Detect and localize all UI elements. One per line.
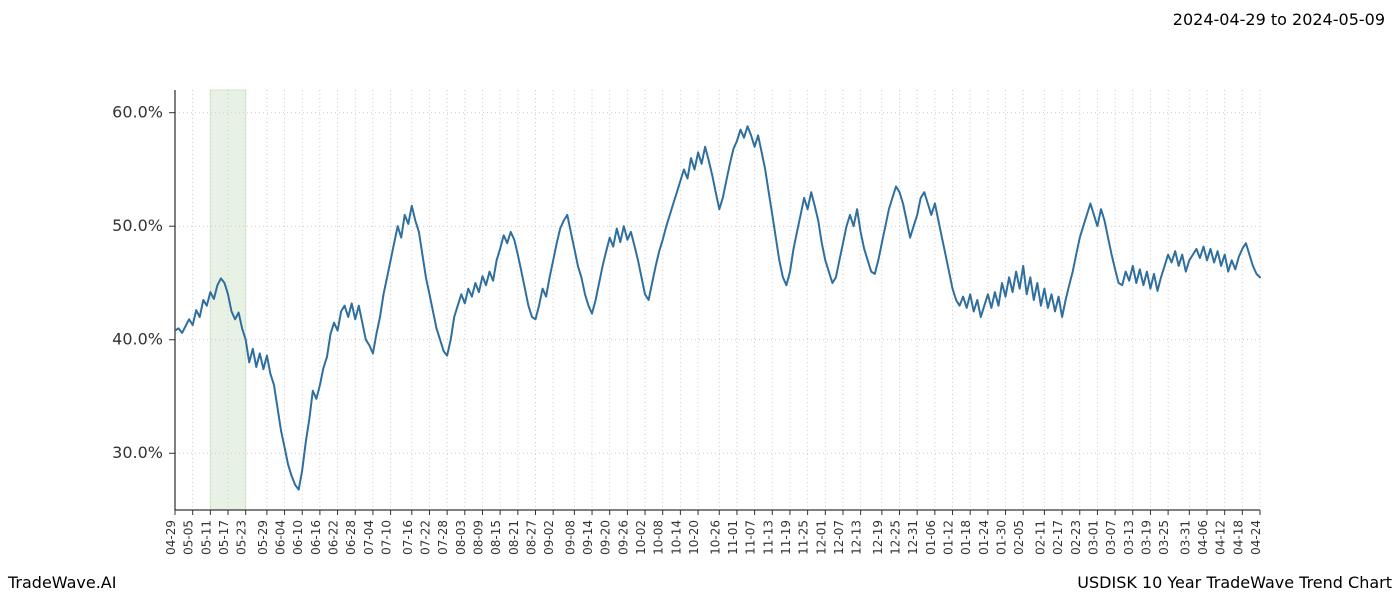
svg-text:12-19: 12-19 — [871, 520, 885, 555]
svg-text:11-19: 11-19 — [779, 520, 793, 555]
svg-text:12-13: 12-13 — [850, 520, 864, 555]
svg-text:50.0%: 50.0% — [112, 216, 163, 235]
svg-text:04-29: 04-29 — [164, 520, 178, 555]
svg-text:01-18: 01-18 — [959, 520, 973, 555]
svg-text:07-10: 07-10 — [380, 520, 394, 555]
svg-text:03-31: 03-31 — [1178, 520, 1192, 555]
svg-text:12-07: 12-07 — [832, 520, 846, 555]
svg-text:07-16: 07-16 — [401, 520, 415, 555]
svg-text:09-08: 09-08 — [563, 520, 577, 555]
svg-text:04-06: 04-06 — [1196, 520, 1210, 555]
svg-text:03-25: 03-25 — [1157, 520, 1171, 555]
svg-text:09-26: 09-26 — [616, 520, 630, 555]
svg-text:10-02: 10-02 — [634, 520, 648, 555]
svg-text:01-24: 01-24 — [977, 520, 991, 555]
svg-text:05-17: 05-17 — [217, 520, 231, 555]
svg-text:10-14: 10-14 — [669, 520, 683, 555]
svg-text:07-28: 07-28 — [436, 520, 450, 555]
svg-text:08-15: 08-15 — [489, 520, 503, 555]
svg-text:04-12: 04-12 — [1214, 520, 1228, 555]
svg-text:06-16: 06-16 — [309, 520, 323, 555]
svg-text:05-11: 05-11 — [199, 520, 213, 555]
svg-text:02-11: 02-11 — [1033, 520, 1047, 555]
trend-chart: 30.0% 40.0% 50.0% 60.0% 04-29 05-0505-11 05-17… — [0, 30, 1400, 590]
footer-brand: TradeWave.AI — [8, 573, 116, 592]
svg-text:03-07: 03-07 — [1104, 520, 1118, 555]
svg-text:06-10: 06-10 — [291, 520, 305, 555]
svg-text:10-08: 10-08 — [652, 520, 666, 555]
svg-text:01-12: 01-12 — [942, 520, 956, 555]
svg-text:09-14: 09-14 — [581, 520, 595, 555]
svg-text:09-02: 09-02 — [542, 520, 556, 555]
svg-text:04-18: 04-18 — [1231, 520, 1245, 555]
svg-text:11-07: 11-07 — [744, 520, 758, 555]
svg-text:03-19: 03-19 — [1139, 520, 1153, 555]
svg-text:06-28: 06-28 — [344, 520, 358, 555]
svg-text:08-21: 08-21 — [507, 520, 521, 555]
svg-text:12-01: 12-01 — [814, 520, 828, 555]
svg-text:30.0%: 30.0% — [112, 443, 163, 462]
svg-text:12-25: 12-25 — [889, 520, 903, 555]
svg-text:08-27: 08-27 — [524, 520, 538, 555]
svg-text:03-01: 03-01 — [1086, 520, 1100, 555]
svg-text:40.0%: 40.0% — [112, 330, 163, 349]
svg-text:11-25: 11-25 — [797, 520, 811, 555]
svg-text:03-13: 03-13 — [1122, 520, 1136, 555]
svg-text:02-05: 02-05 — [1012, 520, 1026, 555]
svg-text:06-04: 06-04 — [274, 520, 288, 555]
svg-text:08-03: 08-03 — [454, 520, 468, 555]
svg-text:01-30: 01-30 — [995, 520, 1009, 555]
svg-text:02-23: 02-23 — [1069, 520, 1083, 555]
date-range-label: 2024-04-29 to 2024-05-09 — [1173, 10, 1385, 29]
svg-text:05-29: 05-29 — [256, 520, 270, 555]
svg-text:06-22: 06-22 — [327, 520, 341, 555]
svg-text:60.0%: 60.0% — [112, 103, 163, 122]
footer-chart-title: USDISK 10 Year TradeWave Trend Chart — [1077, 573, 1392, 592]
svg-text:10-26: 10-26 — [708, 520, 722, 555]
svg-text:11-13: 11-13 — [761, 520, 775, 555]
svg-text:08-09: 08-09 — [471, 520, 485, 555]
svg-text:11-01: 11-01 — [726, 520, 740, 555]
svg-text:05-23: 05-23 — [235, 520, 249, 555]
svg-text:07-22: 07-22 — [418, 520, 432, 555]
svg-text:02-17: 02-17 — [1051, 520, 1065, 555]
svg-text:07-04: 07-04 — [362, 520, 376, 555]
svg-text:10-20: 10-20 — [687, 520, 701, 555]
svg-text:04-24: 04-24 — [1249, 520, 1263, 555]
svg-text:12-31: 12-31 — [906, 520, 920, 555]
svg-text:01-06: 01-06 — [924, 520, 938, 555]
svg-text:05-05: 05-05 — [182, 520, 196, 555]
svg-text:09-20: 09-20 — [599, 520, 613, 555]
